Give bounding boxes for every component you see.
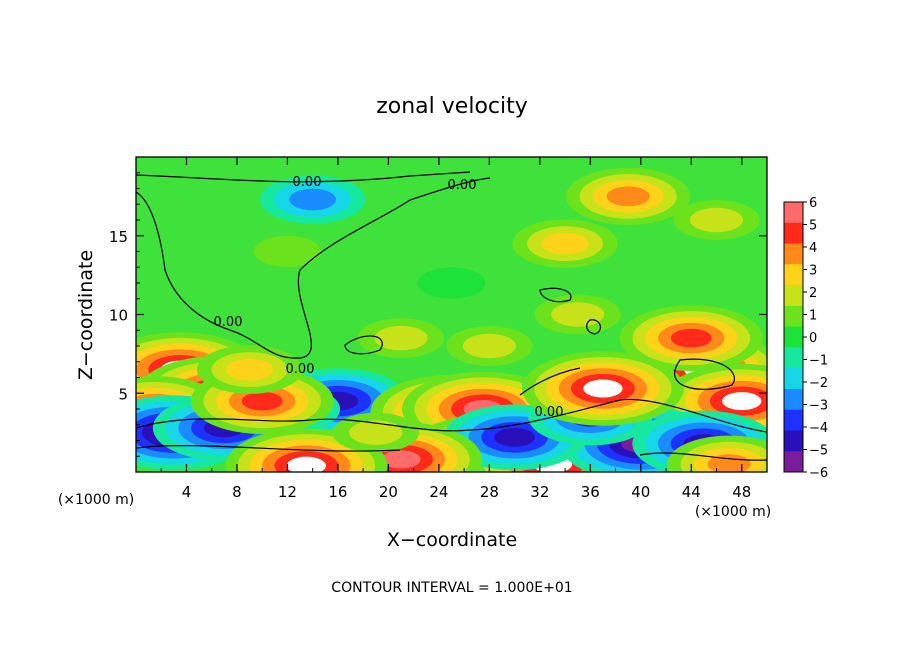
- x-axis-label: X−coordinate: [387, 529, 517, 551]
- contour-label-4: 0.00: [535, 405, 564, 420]
- colorbar-segment-5: [784, 305, 803, 328]
- x-tick-label-10: 44: [682, 483, 701, 501]
- colorbar-label-8: −2: [809, 376, 828, 391]
- field-blob-33-level-2: [349, 420, 403, 445]
- colorbar-label-9: −3: [809, 399, 828, 414]
- field-blob-34-level-3: [226, 358, 273, 381]
- velocity-field: [136, 167, 767, 472]
- x-tick-label-8: 36: [581, 483, 600, 501]
- contour-label-1: 0.00: [448, 178, 477, 193]
- contour-line-0: [136, 171, 471, 183]
- colorbar-segment-0: [784, 202, 803, 224]
- y-axis-label: Z−coordinate: [75, 250, 97, 380]
- field-blob-35-level-2: [551, 302, 605, 327]
- x-tick-label-9: 40: [631, 483, 650, 501]
- x-tick-label-6: 28: [480, 483, 499, 501]
- colorbar-segment-3: [784, 264, 803, 286]
- contour-interval-note: CONTOUR INTERVAL = 1.000E+01: [331, 580, 572, 596]
- field-blob-5-level-2: [689, 207, 744, 233]
- contour-line-4: [519, 367, 581, 396]
- colorbar-label-3: 3: [809, 264, 817, 279]
- chart-title: zonal velocity: [376, 94, 528, 119]
- contour-line-6: [539, 287, 572, 303]
- colorbar-segment-9: [784, 388, 803, 411]
- y-axis-ticks: 5 10 15: [109, 172, 767, 457]
- field-blob-19-level-5: [241, 391, 283, 411]
- colorbar-label-5: 1: [809, 309, 817, 324]
- field-blob-2-level-3: [289, 188, 337, 211]
- x-tick-label-7: 32: [530, 483, 549, 501]
- contour-label-0: 0.00: [293, 175, 322, 190]
- contour-line-2: [136, 398, 767, 433]
- field-blob-31-level-6: [583, 379, 623, 398]
- field-blob-12-level-5: [670, 328, 712, 348]
- x-tick-label-5: 24: [429, 483, 448, 501]
- field-blob-32-level-4: [707, 454, 751, 472]
- x-tick-label-3: 16: [328, 483, 347, 501]
- y-tick-label-1: 10: [109, 307, 128, 325]
- field-blob-7-level-2: [374, 325, 428, 351]
- colorbar-segment-7: [784, 347, 803, 369]
- field-blob-0-level-1: [417, 267, 486, 299]
- plot-area: 0.00 0.000.000.000.00 4 8 12 16 20 24 28 32 36 40 4…: [109, 156, 768, 501]
- field-blob-30-level-6: [286, 456, 327, 472]
- contour-line-5: [674, 358, 735, 390]
- y-tick-label-0: 5: [118, 385, 128, 403]
- x-axis-ticks: 4 8 12 16 20 24 28 32 36 40 44 48: [160, 157, 751, 501]
- colorbar-label-6: 0: [809, 331, 817, 346]
- field-blob-3-level-4: [606, 186, 650, 207]
- colorbar-segment-8: [784, 368, 803, 390]
- colorbar-segment-12: [784, 451, 803, 473]
- contour-line-3: [136, 445, 401, 452]
- contour-label-2: 0.00: [214, 315, 243, 330]
- contour-line-1: [136, 177, 491, 359]
- field-blob-13-level-6: [722, 392, 762, 411]
- colorbar-label-7: −1: [809, 354, 828, 369]
- colorbar: 6 5 4 3 2 1 0 −1 −2 −3 −4 −5 −6: [783, 196, 828, 481]
- y-tick-label-2: 15: [109, 228, 128, 246]
- colorbar-label-0: 6: [809, 196, 817, 211]
- colorbar-segment-10: [784, 409, 803, 431]
- x-tick-label-11: 48: [732, 483, 751, 501]
- colorbar-segment-1: [784, 222, 803, 245]
- field-blob-1-level-1: [253, 236, 322, 267]
- x-tick-label-4: 20: [379, 483, 398, 501]
- x-unit-right: (×1000 m): [695, 504, 771, 520]
- colorbar-label-2: 4: [809, 241, 817, 256]
- colorbar-segment-4: [784, 285, 803, 307]
- zero-contours: 0.00 0.00 0.00 0.00 0.00: [136, 171, 767, 461]
- contour-label-3: 0.00: [286, 362, 315, 377]
- colorbar-segment-11: [784, 430, 803, 452]
- colorbar-label-12: −6: [809, 466, 828, 481]
- colorbar-label-10: −4: [809, 421, 828, 436]
- contour-line-9: [639, 452, 767, 461]
- field-blob-4-level-3: [541, 232, 589, 255]
- field-blob-29-level-6: [381, 450, 421, 469]
- colorbar-label-4: 2: [809, 286, 817, 301]
- colorbar-segment-6: [784, 326, 803, 348]
- x-tick-label-1: 8: [232, 483, 242, 501]
- contour-line-8: [586, 319, 602, 335]
- x-unit-left: (×1000 m): [58, 492, 134, 508]
- x-tick-label-2: 12: [278, 483, 297, 501]
- field-blob-6-level-2: [462, 333, 516, 359]
- field-blob-26-level-5: [494, 427, 536, 447]
- contour-line-7: [344, 335, 383, 355]
- colorbar-segment-2: [784, 243, 803, 265]
- x-tick-label-0: 4: [182, 483, 192, 501]
- colorbar-label-1: 5: [809, 219, 817, 234]
- colorbar-label-11: −5: [809, 444, 828, 459]
